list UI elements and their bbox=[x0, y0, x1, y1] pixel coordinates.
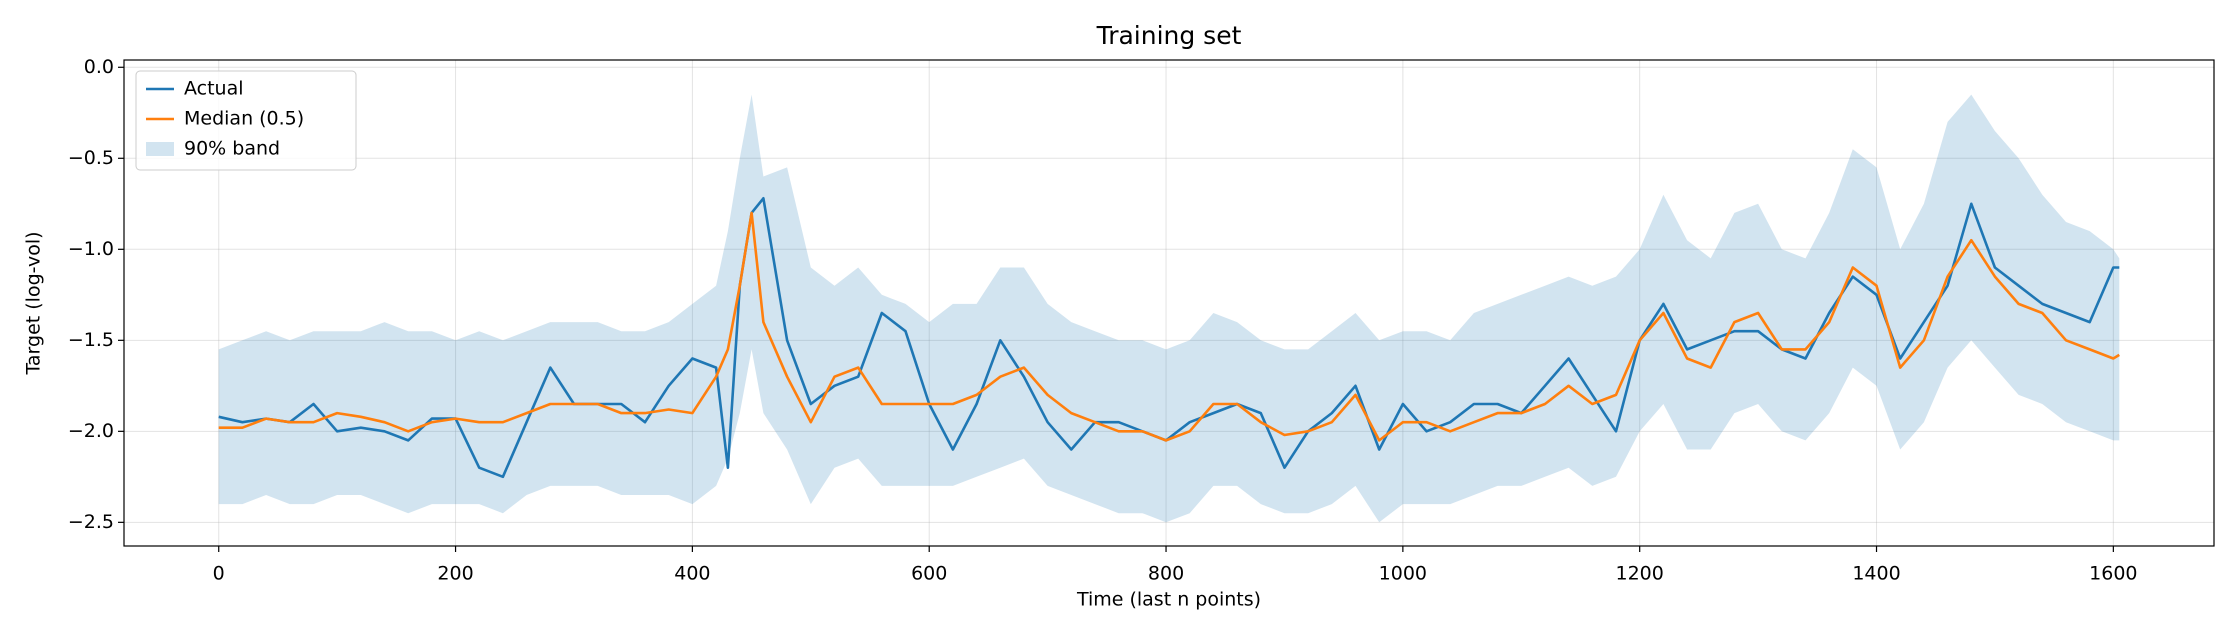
y-tick-label: 0.0 bbox=[84, 56, 114, 78]
y-tick-label: −1.5 bbox=[68, 329, 114, 351]
legend-label: Actual bbox=[184, 78, 244, 100]
legend-box bbox=[135, 70, 357, 171]
band-area bbox=[218, 94, 2120, 523]
legend-label: Median (0.5) bbox=[184, 108, 304, 130]
x-axis-label: Time (last n points) bbox=[1076, 589, 1261, 611]
y-tick-label: −1.0 bbox=[68, 238, 114, 260]
x-tick-label: 800 bbox=[1148, 563, 1184, 585]
x-tick-label: 1000 bbox=[1379, 563, 1427, 585]
y-tick-label: −2.5 bbox=[68, 511, 114, 533]
legend-label: 90% band bbox=[184, 138, 280, 160]
y-axis-label: Target (log-vol) bbox=[23, 231, 45, 375]
y-tick-label: −2.0 bbox=[68, 420, 114, 442]
x-tick-label: 600 bbox=[911, 563, 947, 585]
x-tick-label: 1600 bbox=[2089, 563, 2137, 585]
plot-frame bbox=[123, 59, 2215, 547]
x-tick-label: 1400 bbox=[1852, 563, 1900, 585]
x-tick-label: 200 bbox=[437, 563, 473, 585]
series-line bbox=[218, 211, 2120, 442]
y-tick-label: −0.5 bbox=[68, 147, 114, 169]
chart-title: Training set bbox=[1096, 21, 1242, 50]
x-tick-label: 1200 bbox=[1616, 563, 1664, 585]
x-tick-label: 400 bbox=[674, 563, 710, 585]
legend-swatch bbox=[146, 142, 174, 156]
x-tick-label: 0 bbox=[213, 563, 225, 585]
